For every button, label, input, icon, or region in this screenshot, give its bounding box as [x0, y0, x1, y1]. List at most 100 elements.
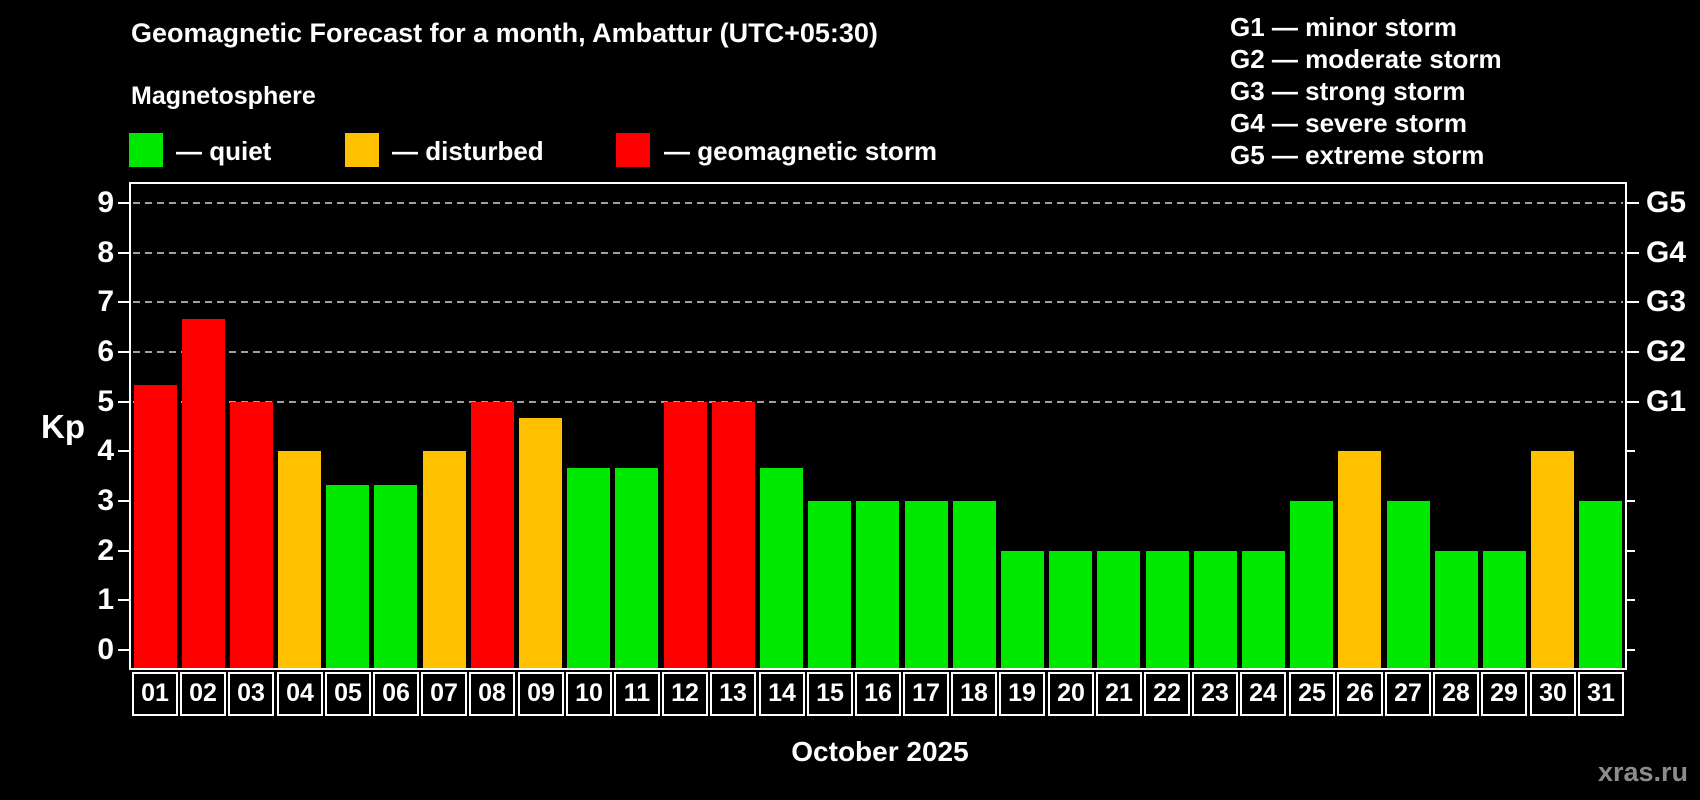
day-label-16: 16 — [855, 672, 901, 716]
day-label-23: 23 — [1192, 672, 1238, 716]
bar-day-06 — [374, 485, 417, 668]
bar-day-14 — [760, 468, 803, 668]
g-axis-label-g5: G5 — [1646, 184, 1686, 222]
left-tick-9 — [118, 202, 131, 204]
bar-day-26 — [1338, 451, 1381, 668]
right-tick-7 — [1625, 301, 1639, 303]
left-tick-0 — [118, 649, 131, 651]
left-tick-4 — [118, 450, 131, 452]
day-label-03: 03 — [228, 672, 274, 716]
bar-day-18 — [953, 501, 996, 668]
day-label-21: 21 — [1096, 672, 1142, 716]
g-axis-label-g3: G3 — [1646, 283, 1686, 321]
g-axis-label-g2: G2 — [1646, 333, 1686, 371]
day-label-28: 28 — [1433, 672, 1479, 716]
left-tick-8 — [118, 252, 131, 254]
storm-level-legend-g3: G3 — strong storm — [1230, 75, 1502, 107]
day-label-26: 26 — [1337, 672, 1383, 716]
day-label-07: 07 — [421, 672, 467, 716]
watermark: xras.ru — [1488, 757, 1688, 788]
right-tick-2 — [1625, 550, 1635, 552]
right-tick-0 — [1625, 649, 1635, 651]
left-tick-6 — [118, 351, 131, 353]
bar-day-11 — [615, 468, 658, 668]
bar-day-23 — [1194, 551, 1237, 668]
bar-day-25 — [1290, 501, 1333, 668]
right-tick-3 — [1625, 500, 1635, 502]
bar-day-13 — [712, 402, 755, 668]
left-tick-3 — [118, 500, 131, 502]
day-label-30: 30 — [1530, 672, 1576, 716]
legend-swatch-disturbed — [345, 133, 379, 167]
legend-label-quiet: — quiet — [176, 136, 271, 166]
bar-day-07 — [423, 451, 466, 668]
bar-day-30 — [1531, 451, 1574, 668]
bar-day-22 — [1146, 551, 1189, 668]
storm-level-legend-g5: G5 — extreme storm — [1230, 139, 1502, 171]
day-label-14: 14 — [759, 672, 805, 716]
bar-day-16 — [856, 501, 899, 668]
legend-label-storm: — geomagnetic storm — [664, 136, 937, 166]
bar-day-09 — [519, 418, 562, 668]
y-tick-label-5: 5 — [50, 383, 114, 421]
day-label-31: 31 — [1578, 672, 1624, 716]
chart-subtitle: Magnetosphere — [131, 82, 316, 111]
legend-label-disturbed: — disturbed — [392, 136, 544, 166]
day-label-05: 05 — [325, 672, 371, 716]
day-label-12: 12 — [662, 672, 708, 716]
day-label-18: 18 — [951, 672, 997, 716]
g-axis-label-g4: G4 — [1646, 234, 1686, 272]
bar-day-04 — [278, 451, 321, 668]
g-axis-label-g1: G1 — [1646, 383, 1686, 421]
bar-day-03 — [230, 402, 273, 668]
day-label-19: 19 — [999, 672, 1045, 716]
bar-day-21 — [1097, 551, 1140, 668]
right-tick-1 — [1625, 599, 1635, 601]
y-tick-label-7: 7 — [50, 283, 114, 321]
bar-day-15 — [808, 501, 851, 668]
bar-day-28 — [1435, 551, 1478, 668]
bar-day-31 — [1579, 501, 1622, 668]
day-label-04: 04 — [277, 672, 323, 716]
bar-day-10 — [567, 468, 610, 668]
y-tick-label-4: 4 — [50, 432, 114, 470]
bar-day-08 — [471, 402, 514, 668]
y-tick-label-8: 8 — [50, 234, 114, 272]
legend-swatch-storm — [616, 133, 650, 167]
day-label-01: 01 — [132, 672, 178, 716]
day-label-09: 09 — [518, 672, 564, 716]
day-label-11: 11 — [614, 672, 660, 716]
y-tick-label-2: 2 — [50, 532, 114, 570]
day-label-29: 29 — [1481, 672, 1527, 716]
bar-day-12 — [664, 402, 707, 668]
day-label-22: 22 — [1144, 672, 1190, 716]
left-tick-2 — [118, 550, 131, 552]
storm-level-legend-g2: G2 — moderate storm — [1230, 43, 1502, 75]
y-tick-label-9: 9 — [50, 184, 114, 222]
left-tick-5 — [118, 401, 131, 403]
page-title: Geomagnetic Forecast for a month, Ambatt… — [131, 18, 878, 49]
day-label-02: 02 — [180, 672, 226, 716]
storm-level-legend: G1 — minor storm G2 — moderate storm G3 … — [1230, 11, 1502, 171]
day-label-20: 20 — [1048, 672, 1094, 716]
day-label-27: 27 — [1385, 672, 1431, 716]
day-label-06: 06 — [373, 672, 419, 716]
bar-day-01 — [134, 385, 177, 668]
bar-day-20 — [1049, 551, 1092, 668]
right-tick-4 — [1625, 450, 1635, 452]
y-tick-label-3: 3 — [50, 482, 114, 520]
y-tick-label-0: 0 — [50, 631, 114, 669]
y-tick-label-6: 6 — [50, 333, 114, 371]
right-tick-6 — [1625, 351, 1639, 353]
day-label-15: 15 — [807, 672, 853, 716]
day-label-17: 17 — [903, 672, 949, 716]
day-label-24: 24 — [1240, 672, 1286, 716]
bar-day-29 — [1483, 551, 1526, 668]
bar-day-17 — [905, 501, 948, 668]
legend-swatch-quiet — [129, 133, 163, 167]
storm-level-legend-g1: G1 — minor storm — [1230, 11, 1502, 43]
day-label-13: 13 — [710, 672, 756, 716]
x-axis-title: October 2025 — [530, 736, 1230, 768]
left-tick-1 — [118, 599, 131, 601]
y-tick-label-1: 1 — [50, 581, 114, 619]
